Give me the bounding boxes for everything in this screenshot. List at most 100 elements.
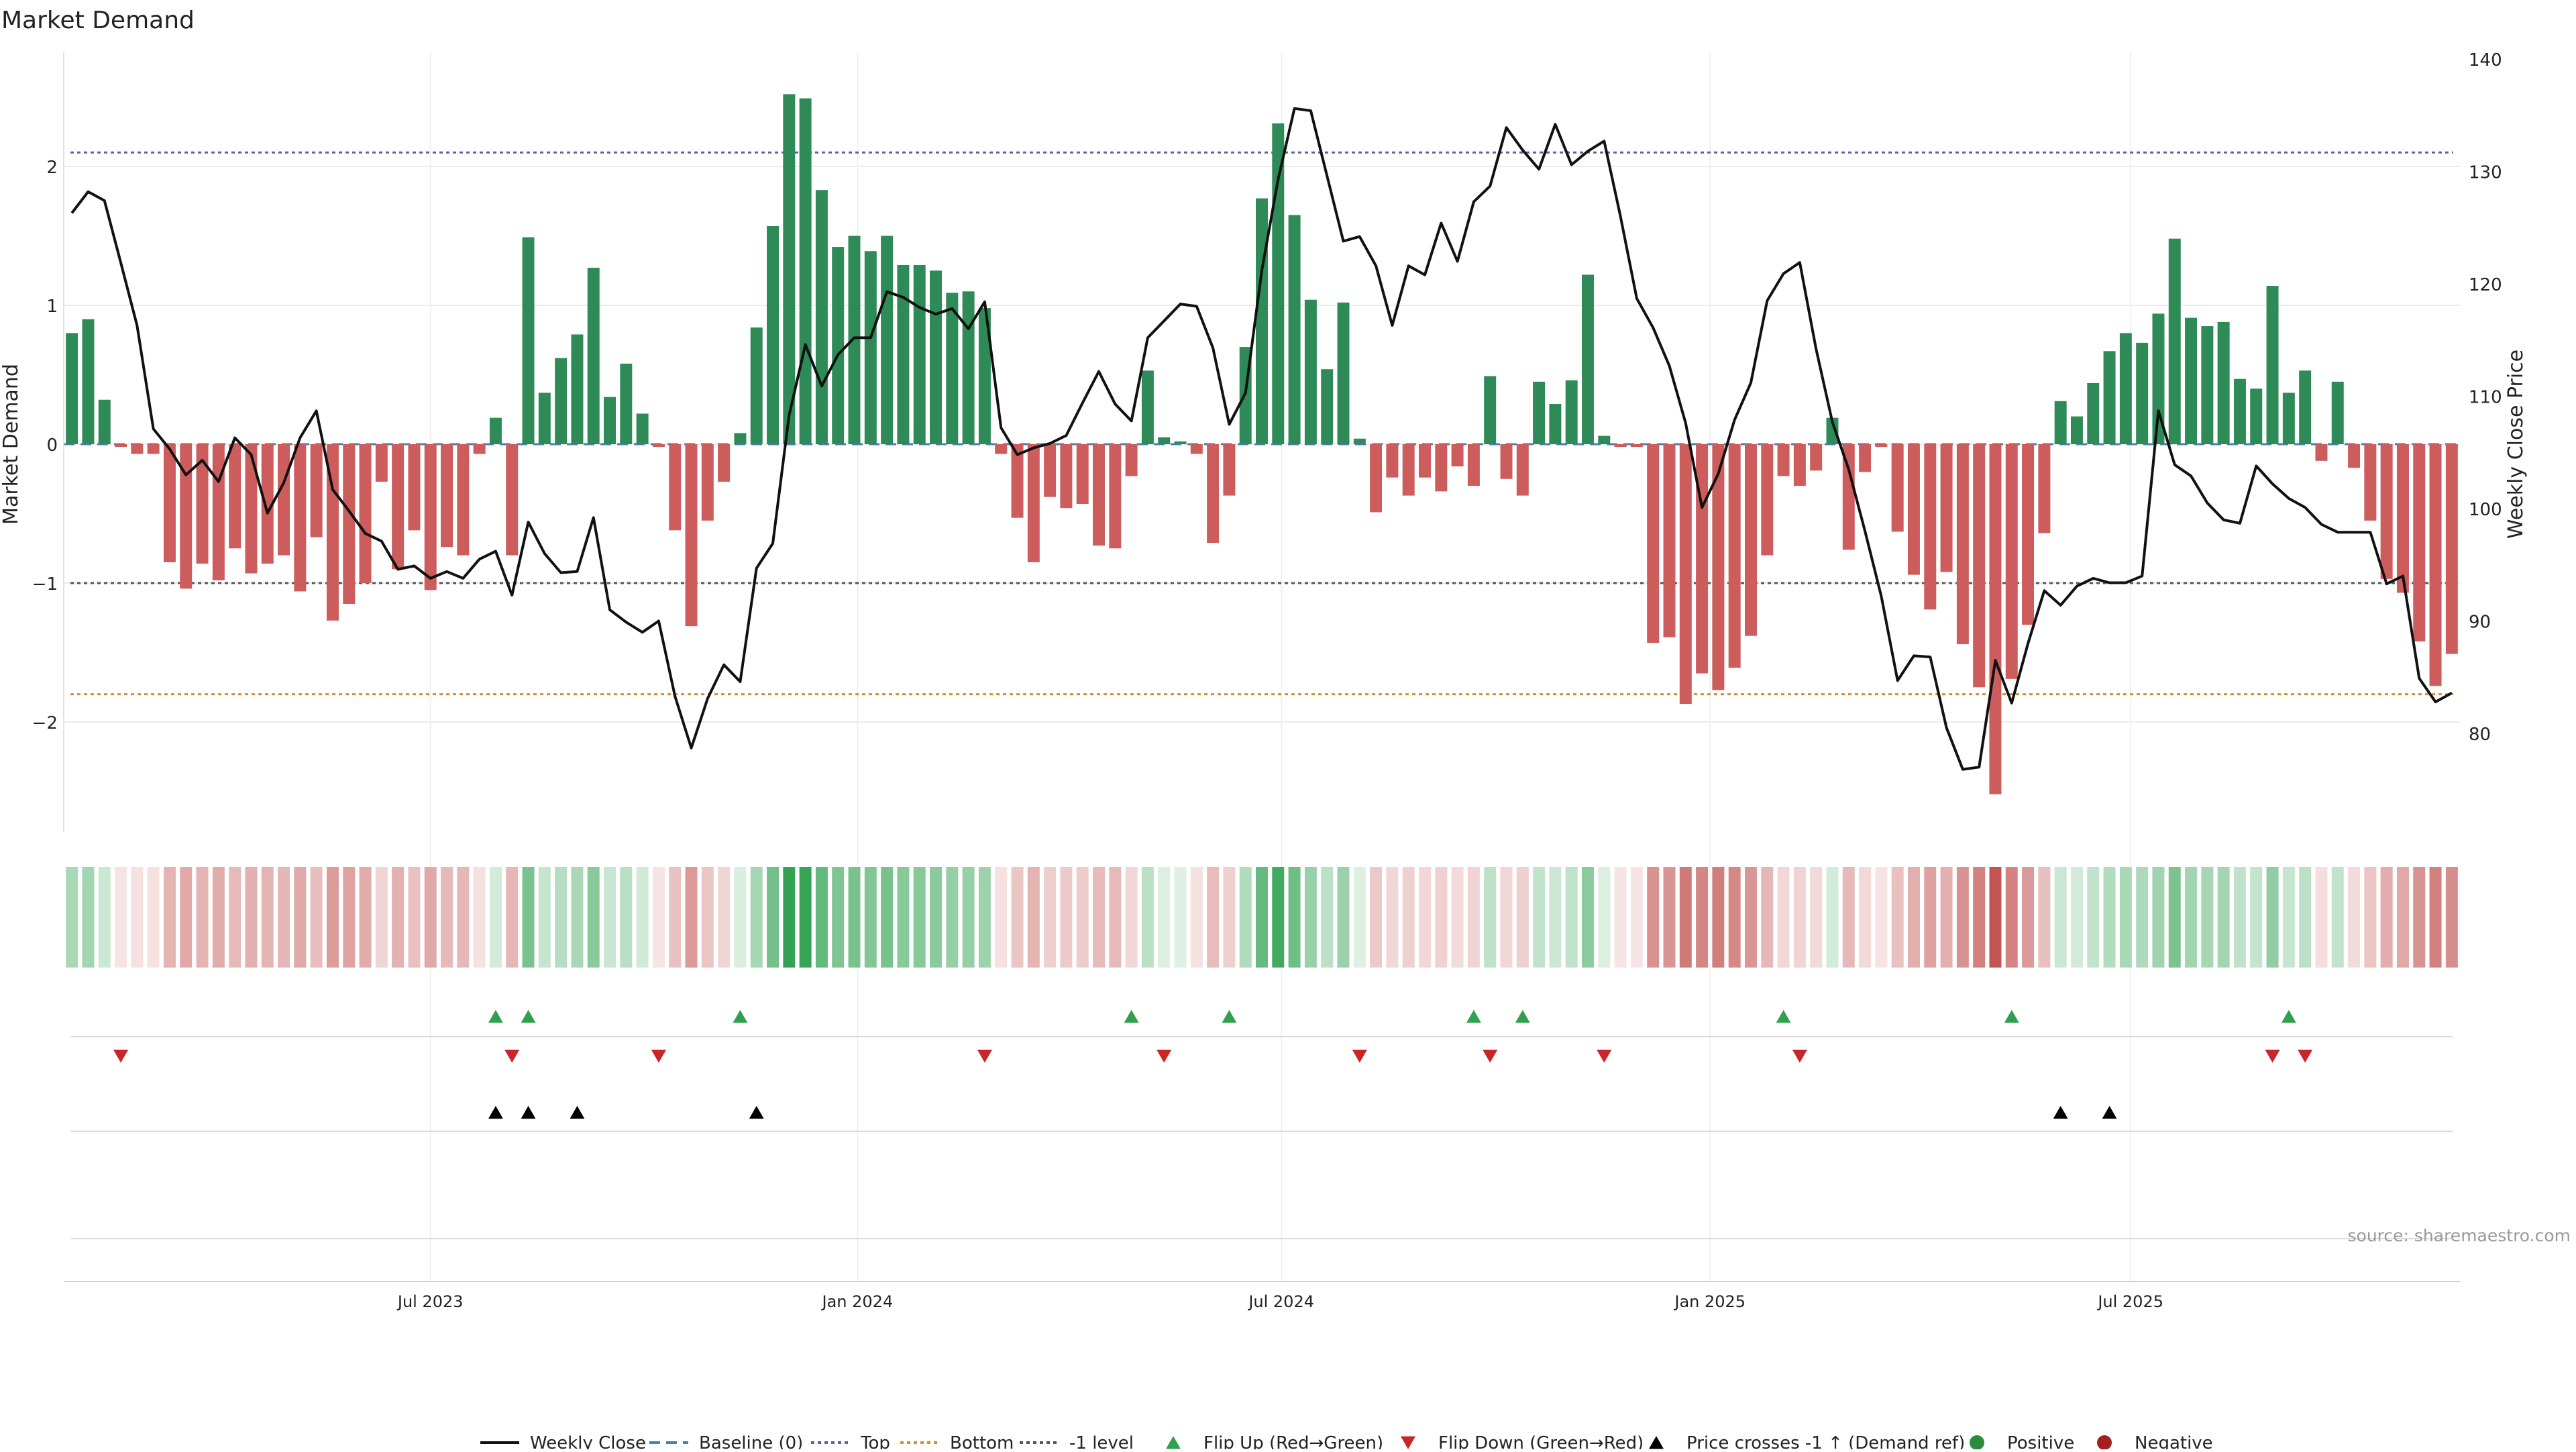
right-axis-title: Weekly Close Price: [2504, 350, 2528, 539]
legend-label: Positive: [2007, 1433, 2074, 1449]
left-tick-label: 0: [46, 435, 58, 456]
right-tick-label: 120: [2469, 275, 2502, 295]
heat-cell: [2022, 867, 2035, 968]
heat-cell: [1011, 867, 1024, 968]
heat-cell: [1060, 867, 1073, 968]
legend-swatch: [2097, 1435, 2112, 1450]
heat-cell: [1647, 867, 1660, 968]
heat-cell: [82, 867, 95, 968]
demand-bar: [229, 444, 241, 549]
heat-cell: [1109, 867, 1122, 968]
heat-cell: [620, 867, 633, 968]
heat-cell: [1304, 867, 1317, 968]
flip-down-marker: [651, 1049, 666, 1063]
price-cross-marker: [570, 1106, 585, 1119]
heat-cell: [1907, 867, 1920, 968]
left-tick-label: −2: [32, 713, 58, 733]
heat-cell: [147, 867, 160, 968]
heat-cell: [2396, 867, 2409, 968]
demand-bar: [2022, 444, 2035, 625]
demand-bar: [2429, 444, 2442, 686]
heat-cell: [832, 867, 845, 968]
flip-down-marker: [1483, 1049, 1498, 1063]
demand-bar: [1272, 123, 1285, 444]
heat-cell: [375, 867, 388, 968]
heat-cell: [1500, 867, 1513, 968]
heat-cell: [2331, 867, 2344, 968]
demand-bar: [2396, 444, 2409, 593]
legend-label: Weekly Close: [530, 1433, 646, 1449]
demand-bar: [652, 444, 665, 448]
legend-label: Baseline (0): [699, 1433, 803, 1449]
flip-down-marker: [1597, 1049, 1612, 1063]
demand-bar: [1875, 444, 1888, 448]
demand-bar: [587, 268, 600, 444]
right-tick-label: 110: [2469, 388, 2502, 408]
heat-cell: [669, 867, 682, 968]
heat-cell: [978, 867, 991, 968]
demand-bar: [408, 444, 421, 531]
price-cross-marker: [2053, 1106, 2068, 1119]
legend-item: Baseline (0): [649, 1433, 803, 1452]
demand-bar: [832, 247, 845, 444]
heat-cell: [685, 867, 698, 968]
demand-bar: [522, 237, 535, 444]
legend-label: -1 level: [1069, 1433, 1134, 1449]
demand-bar: [392, 444, 405, 570]
demand-bar: [82, 319, 95, 444]
left-tick-label: −1: [32, 574, 58, 594]
heat-cell: [1141, 867, 1154, 968]
legend-swatch: [1649, 1436, 1664, 1449]
demand-bar: [441, 444, 453, 548]
demand-bar: [1435, 444, 1448, 492]
heat-cell: [2152, 867, 2165, 968]
flip-down-marker: [977, 1049, 992, 1063]
demand-bar: [1027, 444, 1040, 562]
demand-bar: [799, 98, 812, 444]
demand-bar: [2201, 326, 2214, 444]
demand-bar: [913, 264, 926, 444]
flip-up-marker: [521, 1010, 536, 1023]
heat-cell: [310, 867, 323, 968]
demand-bar: [1288, 215, 1301, 444]
heat-cell: [2038, 867, 2051, 968]
demand-bar: [1891, 444, 1904, 532]
heat-cell: [2299, 867, 2312, 968]
heat-cell: [1402, 867, 1415, 968]
legend-item: Flip Up (Red→Green): [1166, 1433, 1383, 1452]
legend-item: Bottom: [900, 1433, 1014, 1452]
heat-cell: [1679, 867, 1692, 968]
heat-cell: [1451, 867, 1464, 968]
flip-down-marker: [113, 1049, 129, 1063]
legend-label: Bottom: [950, 1433, 1014, 1449]
demand-bar: [1500, 444, 1513, 479]
heat-cell: [1256, 867, 1268, 968]
demand-bar: [897, 264, 910, 444]
heat-cell: [1027, 867, 1040, 968]
heat-cell: [163, 867, 176, 968]
demand-bar: [2348, 444, 2361, 468]
heat-cell: [1940, 867, 1953, 968]
axes: 2 1 0 −1 −2 140 130 120 110 100 90 80 Jul 2023 Jan 20…: [0, 50, 2528, 1311]
legend-label: Negative: [2135, 1433, 2213, 1449]
legend-item: -1 level: [1020, 1433, 1134, 1452]
heat-cell: [1859, 867, 1872, 968]
heat-cell: [1875, 867, 1888, 968]
demand-bar: [1386, 444, 1399, 478]
heat-cell: [1076, 867, 1089, 968]
heat-cell: [1891, 867, 1904, 968]
price-cross-marker: [2102, 1106, 2117, 1119]
left-tick-label: 1: [46, 297, 58, 317]
demand-bar: [978, 308, 991, 444]
demand-bar: [636, 413, 649, 444]
heat-cell: [1435, 867, 1448, 968]
heat-cell: [783, 867, 796, 968]
demand-bar: [1973, 444, 1986, 688]
price-cross-marker: [749, 1106, 764, 1119]
demand-bar: [604, 397, 616, 444]
demand-bar: [1353, 438, 1366, 444]
heat-cell: [1744, 867, 1757, 968]
demand-bar: [2168, 238, 2181, 444]
